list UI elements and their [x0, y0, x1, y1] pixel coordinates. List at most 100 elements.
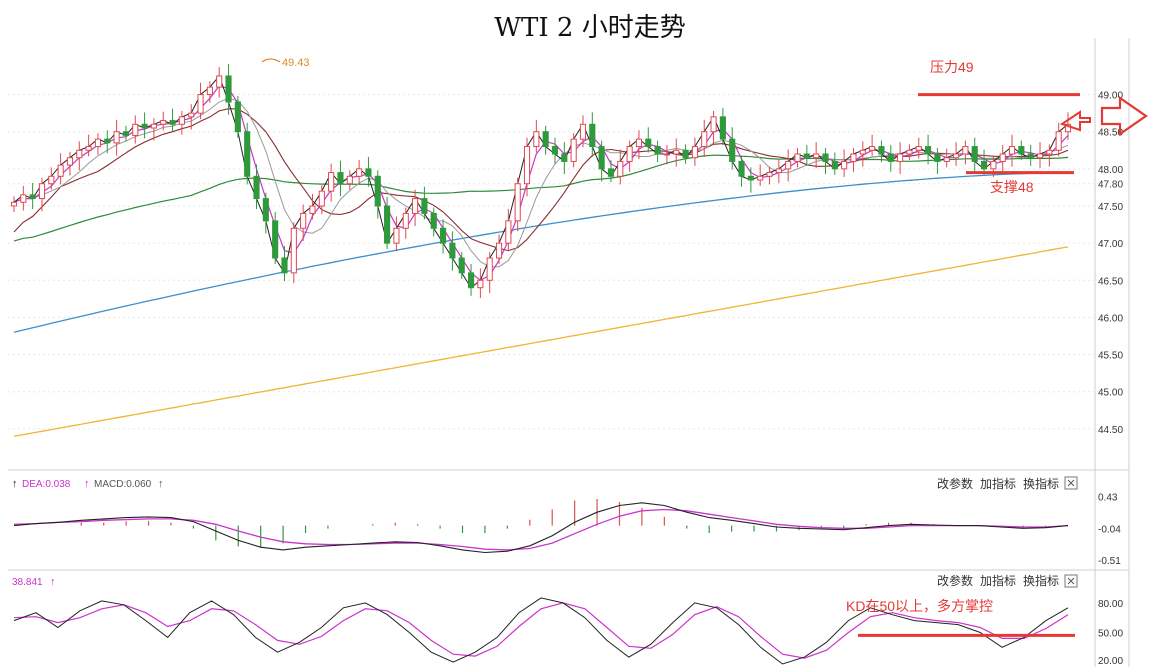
- candlesticks: [10, 64, 1072, 299]
- candle-body: [579, 123, 587, 140]
- candle: [654, 140, 661, 163]
- macd-switch-indicator-button[interactable]: 换指标: [1023, 476, 1059, 491]
- candle-body: [262, 198, 269, 222]
- candle-body: [384, 205, 391, 244]
- candle-body: [318, 190, 325, 207]
- candle: [1027, 145, 1034, 166]
- candle: [141, 112, 148, 139]
- candle: [523, 137, 531, 197]
- kd-switch-indicator-button[interactable]: 换指标: [1023, 573, 1059, 588]
- candle-body: [477, 279, 484, 289]
- candle-body: [598, 146, 605, 170]
- candle-body: [785, 160, 792, 170]
- candle: [262, 192, 269, 234]
- kd-annotation: KD在50以上，多方掌控: [846, 598, 1075, 637]
- candle: [607, 159, 615, 183]
- kd-param-button[interactable]: 改参数: [937, 573, 973, 588]
- candle-body: [570, 138, 577, 162]
- candle-body: [1027, 153, 1034, 159]
- up-arrow-icon: ↑: [84, 478, 90, 490]
- price-axis-ticks: 49.00 48.50 48.00 47.80 47.50 47.00 46.50 46.00…: [1098, 91, 1123, 436]
- candle: [402, 207, 409, 239]
- candle-body: [374, 175, 381, 207]
- candle-body: [542, 131, 549, 148]
- candle-body: [439, 227, 447, 244]
- candle-body: [467, 272, 475, 289]
- price-tick-label: 47.80: [1098, 180, 1123, 191]
- candle: [831, 152, 838, 175]
- candle-body: [850, 153, 857, 162]
- macd-param-button[interactable]: 改参数: [937, 476, 973, 491]
- candle: [551, 137, 559, 165]
- candle-body: [691, 146, 698, 159]
- candle-body: [113, 131, 120, 144]
- candle: [300, 204, 307, 241]
- candle: [113, 119, 120, 156]
- kd-axis-ticks: 80.00 50.00 20.00: [1098, 599, 1123, 667]
- candle-body: [523, 146, 531, 185]
- candle-body: [309, 205, 316, 214]
- candle: [794, 148, 801, 168]
- candle: [701, 119, 708, 157]
- candle: [328, 163, 335, 202]
- candle-body: [66, 157, 74, 166]
- candle-body: [365, 168, 372, 177]
- candle: [775, 159, 782, 183]
- candle: [430, 207, 437, 237]
- candle: [48, 167, 55, 190]
- candle-body: [449, 242, 456, 259]
- candle: [822, 148, 829, 175]
- candle: [813, 142, 820, 169]
- big-arrow-icon: [1100, 95, 1148, 137]
- candle-body: [300, 212, 307, 229]
- candle-body: [104, 138, 111, 144]
- candle-body: [346, 175, 353, 185]
- macd-close-icon[interactable]: [1064, 476, 1078, 490]
- candle: [234, 96, 241, 138]
- candle: [346, 170, 353, 190]
- candle: [197, 82, 204, 120]
- candle-body: [356, 168, 363, 177]
- candle-body: [589, 123, 596, 148]
- candle-body: [337, 172, 344, 185]
- price-tick-label: 48.50: [1098, 128, 1123, 139]
- kd-close-icon[interactable]: [1064, 574, 1078, 588]
- candle: [253, 164, 260, 209]
- candle-body: [188, 112, 195, 118]
- candle-body: [225, 75, 232, 103]
- kd-k-line: [13, 597, 1069, 665]
- candle-body: [169, 120, 176, 125]
- resistance-annotation: 压力49: [918, 59, 1080, 97]
- candle: [337, 160, 344, 197]
- candle: [1046, 144, 1053, 167]
- candle-body: [20, 194, 27, 203]
- candle-body: [178, 116, 185, 125]
- candle: [132, 115, 139, 144]
- candle-body: [272, 220, 279, 259]
- candle-body: [458, 257, 465, 274]
- macd-tick-label: -0.51: [1098, 556, 1121, 567]
- candle-body: [412, 198, 419, 214]
- candle-body: [505, 220, 512, 244]
- candle-body: [1046, 149, 1053, 155]
- candle: [729, 127, 736, 170]
- candle: [393, 216, 400, 252]
- candle: [356, 159, 363, 185]
- candle: [673, 138, 680, 167]
- candle-body: [617, 160, 624, 177]
- candle: [757, 164, 764, 186]
- candle: [206, 81, 213, 103]
- price-grid: [8, 94, 1095, 430]
- candle-body: [757, 175, 764, 181]
- candle-body: [943, 157, 950, 162]
- candle: [533, 119, 540, 153]
- candle: [514, 177, 521, 232]
- candle-body: [747, 175, 754, 181]
- kd-d-line: [13, 602, 1069, 659]
- macd-add-indicator-button[interactable]: 加指标: [980, 476, 1016, 491]
- candle: [915, 137, 922, 159]
- kd-add-indicator-button[interactable]: 加指标: [980, 573, 1016, 588]
- candle-body: [915, 146, 922, 151]
